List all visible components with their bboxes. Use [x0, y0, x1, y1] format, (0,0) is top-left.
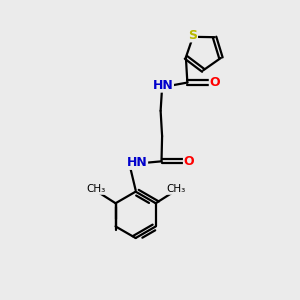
Text: CH₃: CH₃	[86, 184, 105, 194]
Text: O: O	[184, 155, 194, 168]
Text: O: O	[209, 76, 220, 89]
Text: S: S	[188, 29, 197, 42]
Text: CH₃: CH₃	[166, 184, 185, 194]
Text: HN: HN	[127, 156, 148, 169]
Text: HN: HN	[153, 79, 173, 92]
